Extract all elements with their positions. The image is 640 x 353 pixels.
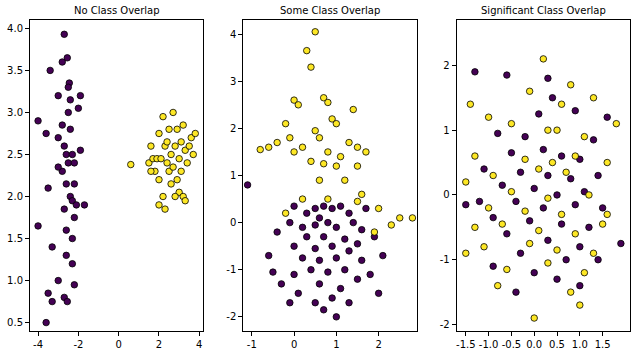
svg-text:0: 0 [443,189,449,200]
svg-text:-1: -1 [440,254,450,265]
svg-text:3.0: 3.0 [7,107,23,118]
svg-text:4.0: 4.0 [7,23,23,34]
svg-text:-0.5: -0.5 [502,339,522,350]
svg-text:1.0: 1.0 [7,275,23,286]
svg-text:0: 0 [230,217,236,228]
svg-text:Significant Class Overlap: Significant Class Overlap [481,5,606,16]
svg-text:2: 2 [443,60,449,71]
svg-text:2.0: 2.0 [7,191,23,202]
svg-text:0: 0 [115,339,121,350]
svg-text:0.5: 0.5 [7,317,23,328]
svg-text:3.5: 3.5 [7,65,23,76]
svg-text:-1: -1 [226,264,236,275]
svg-text:1.5: 1.5 [7,233,23,244]
svg-text:2: 2 [375,339,381,350]
svg-text:1.0: 1.0 [572,339,588,350]
svg-text:-1.0: -1.0 [479,339,499,350]
svg-text:2: 2 [230,123,236,134]
svg-text:4: 4 [230,29,236,40]
svg-text:0.0: 0.0 [526,339,542,350]
svg-text:1.5: 1.5 [595,339,611,350]
svg-text:-2: -2 [226,311,236,322]
svg-text:2.5: 2.5 [7,149,23,160]
svg-text:1: 1 [443,125,449,136]
svg-text:4: 4 [196,339,202,350]
svg-text:1: 1 [230,170,236,181]
svg-text:3: 3 [230,76,236,87]
svg-text:Some Class Overlap: Some Class Overlap [280,5,380,16]
svg-text:-4: -4 [33,339,43,350]
svg-text:1: 1 [333,339,339,350]
svg-text:-2: -2 [440,319,450,330]
svg-text:-1.5: -1.5 [456,339,476,350]
svg-text:2: 2 [156,339,162,350]
svg-text:-1: -1 [247,339,257,350]
svg-text:0: 0 [291,339,297,350]
svg-text:No Class Overlap: No Class Overlap [74,5,160,16]
svg-text:0.5: 0.5 [549,339,565,350]
svg-text:-2: -2 [73,339,83,350]
